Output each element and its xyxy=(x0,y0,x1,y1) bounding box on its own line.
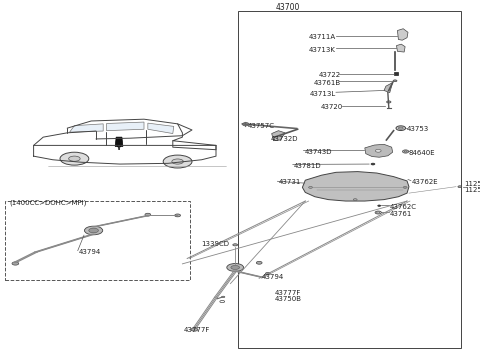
Polygon shape xyxy=(115,137,123,146)
Ellipse shape xyxy=(402,150,408,153)
Bar xyxy=(238,11,461,348)
Ellipse shape xyxy=(378,205,381,206)
Ellipse shape xyxy=(353,199,357,200)
Text: 43732D: 43732D xyxy=(270,136,298,141)
Polygon shape xyxy=(148,123,174,134)
Text: 43794: 43794 xyxy=(262,274,284,280)
Polygon shape xyxy=(107,122,144,131)
Ellipse shape xyxy=(404,151,407,152)
Text: 43761: 43761 xyxy=(390,211,412,216)
Ellipse shape xyxy=(163,155,192,168)
Polygon shape xyxy=(396,44,405,52)
Ellipse shape xyxy=(375,149,381,152)
Text: 43762E: 43762E xyxy=(411,179,438,185)
Text: 43713K: 43713K xyxy=(309,47,336,52)
Ellipse shape xyxy=(60,152,89,165)
Ellipse shape xyxy=(145,213,151,216)
Text: 43731: 43731 xyxy=(278,180,301,185)
Bar xyxy=(394,72,398,75)
Text: 43794: 43794 xyxy=(78,249,100,255)
Text: 84640E: 84640E xyxy=(409,150,435,156)
Ellipse shape xyxy=(12,262,19,265)
Ellipse shape xyxy=(191,328,198,331)
Text: 1125KJ: 1125KJ xyxy=(465,181,480,187)
Text: 43713L: 43713L xyxy=(310,91,336,97)
Text: 43781D: 43781D xyxy=(294,163,322,169)
Text: 1339CD: 1339CD xyxy=(202,242,229,247)
Text: (1400CC>DOHC>MPI): (1400CC>DOHC>MPI) xyxy=(10,200,87,206)
Ellipse shape xyxy=(233,244,238,246)
Polygon shape xyxy=(70,124,103,132)
Ellipse shape xyxy=(387,101,391,103)
Ellipse shape xyxy=(393,80,397,81)
Ellipse shape xyxy=(222,296,225,298)
Ellipse shape xyxy=(256,261,262,264)
Text: 43777F: 43777F xyxy=(184,327,210,333)
Text: 43753: 43753 xyxy=(407,126,429,132)
Text: 43711A: 43711A xyxy=(309,34,336,39)
Ellipse shape xyxy=(89,228,98,233)
Polygon shape xyxy=(397,29,408,40)
Text: 43761B: 43761B xyxy=(313,80,341,86)
Ellipse shape xyxy=(309,187,312,188)
Ellipse shape xyxy=(376,212,380,213)
Ellipse shape xyxy=(227,264,244,271)
Ellipse shape xyxy=(69,156,80,161)
Polygon shape xyxy=(384,83,393,93)
Ellipse shape xyxy=(398,127,403,129)
Ellipse shape xyxy=(458,186,462,187)
Ellipse shape xyxy=(371,163,375,165)
Ellipse shape xyxy=(84,226,103,235)
Text: 43743D: 43743D xyxy=(305,149,332,155)
Text: 43700: 43700 xyxy=(276,3,300,13)
Ellipse shape xyxy=(175,214,180,217)
Text: 43722: 43722 xyxy=(319,73,341,78)
Ellipse shape xyxy=(396,126,406,130)
Polygon shape xyxy=(272,131,285,141)
Text: 43750B: 43750B xyxy=(275,296,302,302)
Text: 43757C: 43757C xyxy=(248,123,275,129)
Ellipse shape xyxy=(172,159,183,164)
Text: 43762C: 43762C xyxy=(390,204,417,210)
Text: 43720: 43720 xyxy=(321,104,343,109)
Polygon shape xyxy=(302,172,409,201)
Ellipse shape xyxy=(242,123,249,126)
Ellipse shape xyxy=(403,187,407,188)
Text: 1125KG: 1125KG xyxy=(465,187,480,192)
Ellipse shape xyxy=(265,272,270,275)
Text: 43777F: 43777F xyxy=(275,290,301,296)
Bar xyxy=(5,201,190,280)
Ellipse shape xyxy=(231,266,240,269)
Polygon shape xyxy=(365,144,393,157)
